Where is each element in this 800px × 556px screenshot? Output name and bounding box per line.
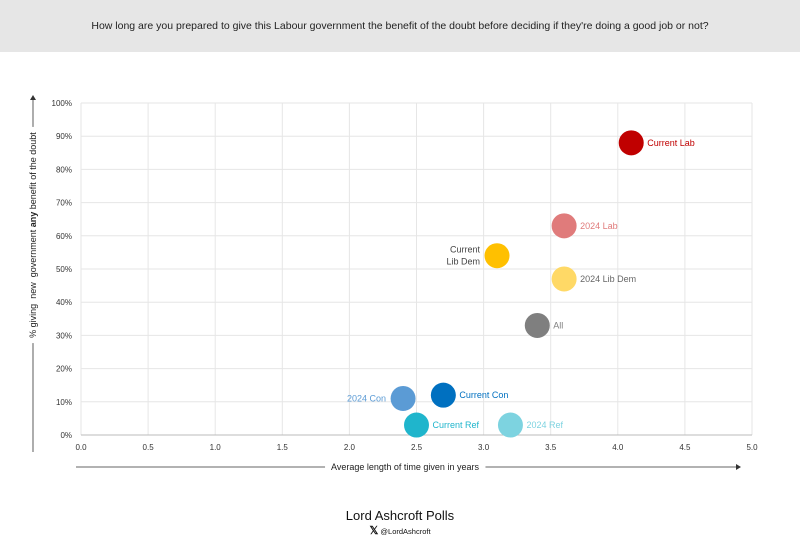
point-label: 2024 Lib Dem [580, 274, 636, 284]
y-tick-label: 20% [56, 365, 72, 374]
x-logo-icon: 𝕏 [369, 525, 379, 537]
footer-branding: Lord Ashcroft Polls 𝕏 @LordAshcroft [0, 508, 800, 537]
x-axis-label: Average length of time given in years [331, 462, 479, 472]
scatter-chart: 0.0 0.5 1.0 1.5 2.0 2.5 3.0 3.5 4.0 4.5 5.0 0% 10% 20… [28, 95, 758, 472]
point-2024-con [390, 385, 416, 411]
y-tick-label: 90% [56, 132, 72, 141]
point-2024-lab [551, 213, 577, 239]
x-tick-label: 1.0 [210, 443, 222, 452]
point-current-ref [404, 412, 429, 438]
x-arrow-head [736, 464, 741, 470]
y-tick-label: 50% [56, 265, 72, 274]
point-current-lab [618, 130, 644, 156]
y-label-bg [30, 126, 37, 344]
point-current-lib-dem [484, 243, 510, 269]
x-tick-label: 0.5 [143, 443, 155, 452]
x-tick-label: 4.5 [679, 443, 691, 452]
x-label-bg [325, 462, 486, 472]
y-label-part: benefit of the doubt [28, 132, 38, 212]
x-tick-label: 0.0 [75, 443, 87, 452]
y-tick-label: 40% [56, 298, 72, 307]
y-tick-label: 10% [56, 398, 72, 407]
point-label: 2024 Con [347, 393, 386, 403]
point-label: 2024 Lab [580, 221, 618, 231]
x-tick-label: 5.0 [746, 443, 758, 452]
x-tick-label: 3.5 [545, 443, 557, 452]
y-tick-label: 80% [56, 165, 72, 174]
point-label: Current [450, 245, 481, 255]
chart-title-bar: How long are you prepared to give this L… [0, 0, 800, 52]
point-label: 2024 Ref [526, 420, 563, 430]
y-tick-label: 70% [56, 199, 72, 208]
x-tick-label: 2.0 [344, 443, 356, 452]
y-axis-label: % giving new government any benefit of t… [28, 132, 38, 338]
point-label: Current Lab [647, 138, 695, 148]
point-2024-lib-dem [551, 266, 577, 292]
y-arrow-head [30, 95, 36, 100]
point-label: Current Ref [433, 420, 480, 430]
point-2024-ref [497, 412, 523, 438]
point-label: Current Con [459, 390, 508, 400]
x-tick-label: 3.0 [478, 443, 490, 452]
point-all [524, 312, 550, 338]
point-current-con [430, 382, 456, 408]
y-label-part: any [28, 212, 38, 228]
point-label: All [553, 320, 563, 330]
twitter-handle: @LordAshcroft [380, 527, 431, 536]
x-tick-label: 1.5 [277, 443, 289, 452]
y-tick-label: 100% [52, 99, 72, 108]
brand-name: Lord Ashcroft Polls [345, 508, 455, 523]
y-label-part: % giving new government [28, 227, 38, 338]
x-tick-label: 2.5 [411, 443, 423, 452]
chart-title: How long are you prepared to give this L… [91, 20, 709, 32]
point-label: Lib Dem [447, 257, 481, 267]
y-tick-label: 30% [56, 331, 72, 340]
y-tick-label: 0% [60, 431, 72, 440]
y-tick-label: 60% [56, 232, 72, 241]
x-tick-label: 4.0 [612, 443, 624, 452]
